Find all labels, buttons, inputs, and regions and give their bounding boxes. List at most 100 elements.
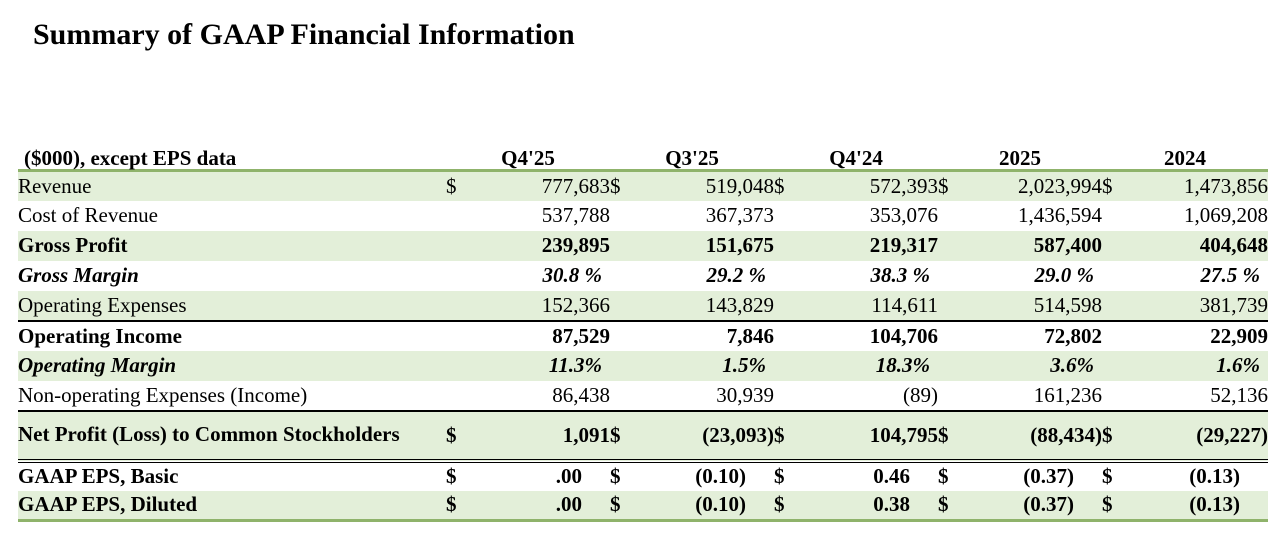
currency-symbol: $	[774, 458, 805, 491]
table-cell: 151,675	[640, 230, 775, 261]
table-cell: 381,739	[1132, 290, 1269, 321]
table-cell: 3.6%	[968, 350, 1103, 381]
row-label: Operating Income	[18, 319, 446, 351]
table-cell: 404,648	[1132, 230, 1269, 261]
table-cell: 1,069,208	[1184, 203, 1269, 227]
table-cell: 152,366	[476, 290, 611, 321]
table-cell: 86,438	[552, 382, 611, 407]
financial-table: ($000), except EPS data Q4'25 Q3'25 Q4'2…	[18, 137, 1269, 522]
currency-symbol: $	[1102, 490, 1133, 522]
column-header-2024: 2024	[1164, 146, 1207, 170]
row-label: Gross Margin	[18, 263, 139, 287]
row-label: Non-operating Expenses (Income)	[18, 382, 308, 407]
currency-symbol: $	[610, 458, 641, 491]
currency-symbol: $	[446, 170, 476, 201]
row-label: Cost of Revenue	[18, 203, 158, 227]
label-column-header: ($000), except EPS data	[24, 146, 237, 170]
table-cell: 572,393	[804, 170, 939, 201]
table-cell: (23,093)	[640, 409, 775, 461]
table-cell: 161,236	[1033, 382, 1103, 407]
table-row-operating-income: Operating Income 87,529 7,846 104,706 72…	[18, 319, 1269, 351]
table-cell: 30.8 %	[542, 263, 603, 287]
table-cell: 777,683	[476, 170, 611, 201]
table-cell: 1,436,594	[1018, 203, 1103, 227]
table-header-row: ($000), except EPS data Q4'25 Q3'25 Q4'2…	[18, 137, 1269, 171]
currency-symbol: $	[774, 409, 805, 461]
table-cell: 1.6%	[1132, 350, 1269, 381]
table-cell: .00	[476, 458, 611, 491]
table-cell: 143,829	[640, 290, 775, 321]
table-row-gross-profit: Gross Profit 239,895 151,675 219,317 587…	[18, 230, 1269, 261]
table-cell: 29.0 %	[1034, 263, 1095, 287]
currency-symbol: $	[938, 409, 969, 461]
currency-symbol: $	[938, 458, 969, 491]
table-cell: 104,795	[804, 409, 939, 461]
table-cell: 18.3%	[804, 350, 939, 381]
currency-symbol: $	[610, 490, 641, 522]
table-cell: 2,023,994	[968, 170, 1103, 201]
table-cell: .00	[476, 490, 611, 522]
row-label: Revenue	[18, 170, 446, 201]
table-cell: 367,373	[705, 203, 775, 227]
currency-symbol: $	[610, 409, 641, 461]
table-row-gross-margin: Gross Margin 30.8 % 29.2 % 38.3 % 29.0 %…	[18, 261, 1268, 291]
table-row-cost-of-revenue: Cost of Revenue 537,788 367,373 353,076 …	[18, 201, 1268, 231]
table-cell: (88,434)	[968, 409, 1103, 461]
table-cell: (0.10)	[640, 458, 775, 491]
currency-symbol: $	[1102, 458, 1133, 491]
table-cell: 514,598	[968, 290, 1103, 321]
table-cell: (0.13)	[1132, 490, 1269, 522]
table-cell: 1,091	[476, 409, 611, 461]
table-cell: (89)	[903, 382, 939, 407]
table-row-revenue: Revenue $ 777,683 $ 519,048 $ 572,393 $ …	[18, 170, 1269, 201]
currency-symbol: $	[938, 170, 969, 201]
column-header-q4-24: Q4'24	[829, 146, 883, 170]
currency-symbol: $	[938, 490, 969, 522]
row-label: Operating Margin	[18, 350, 446, 381]
column-header-q3-25: Q3'25	[665, 146, 719, 170]
table-row-operating-expenses: Operating Expenses 152,366 143,829 114,6…	[18, 290, 1269, 321]
currency-symbol: $	[610, 170, 641, 201]
row-label: Operating Expenses	[18, 290, 446, 321]
table-row-eps-basic: GAAP EPS, Basic $ .00 $ (0.10) $ 0.46 $ …	[18, 458, 1269, 491]
row-label: Net Profit (Loss) to Common Stockholders	[18, 409, 446, 461]
currency-symbol: $	[446, 490, 476, 522]
table-cell: (0.37)	[968, 490, 1103, 522]
table-cell: 0.46	[804, 458, 939, 491]
row-label: GAAP EPS, Diluted	[18, 490, 446, 522]
table-row-eps-diluted: GAAP EPS, Diluted $ .00 $ (0.10) $ 0.38 …	[18, 490, 1269, 522]
table-cell: 87,529	[476, 319, 611, 351]
row-label: Gross Profit	[18, 230, 446, 261]
table-row-non-operating-expenses: Non-operating Expenses (Income) 86,438 3…	[18, 381, 1268, 411]
table-cell: 519,048	[640, 170, 775, 201]
currency-symbol: $	[774, 490, 805, 522]
table-cell: 587,400	[968, 230, 1103, 261]
table-row-net-profit: Net Profit (Loss) to Common Stockholders…	[18, 409, 1269, 461]
currency-symbol: $	[446, 458, 476, 491]
currency-symbol: $	[446, 409, 476, 461]
column-header-2025: 2025	[999, 146, 1042, 170]
table-cell: 29.2 %	[706, 263, 767, 287]
table-cell: 0.38	[804, 490, 939, 522]
table-cell: 1.5%	[640, 350, 775, 381]
currency-symbol: $	[1102, 409, 1133, 461]
table-cell: 72,802	[968, 319, 1103, 351]
table-cell: 537,788	[541, 203, 611, 227]
table-cell: (0.13)	[1132, 458, 1269, 491]
row-label: GAAP EPS, Basic	[18, 458, 446, 491]
table-row-operating-margin: Operating Margin 11.3% 1.5% 18.3% 3.6% 1…	[18, 350, 1269, 381]
table-cell: 22,909	[1132, 319, 1269, 351]
table-cell: 104,706	[804, 319, 939, 351]
table-cell: 1,473,856	[1132, 170, 1269, 201]
currency-symbol: $	[774, 170, 805, 201]
table-cell: 11.3%	[476, 350, 611, 381]
table-cell: 353,076	[869, 203, 939, 227]
currency-symbol: $	[1102, 170, 1133, 201]
table-cell: 30,939	[716, 382, 775, 407]
table-cell: (0.10)	[640, 490, 775, 522]
table-cell: (0.37)	[968, 458, 1103, 491]
column-header-q4-25: Q4'25	[501, 146, 555, 170]
table-cell: 219,317	[804, 230, 939, 261]
table-cell: 7,846	[640, 319, 775, 351]
table-cell: 38.3 %	[870, 263, 931, 287]
